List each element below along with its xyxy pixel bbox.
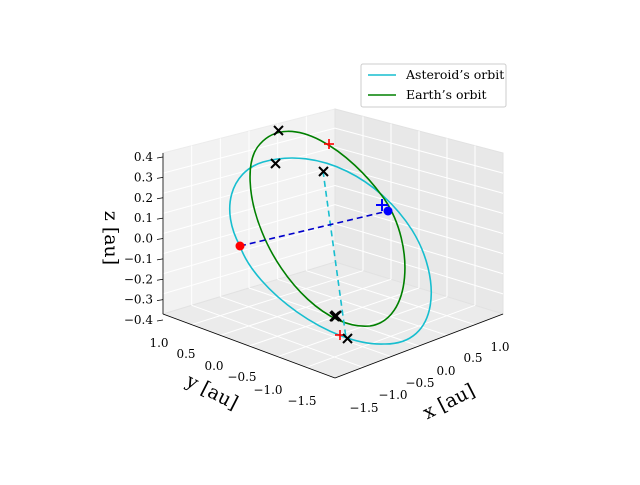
y-tick-label: −0.5 [227,370,256,384]
cross-marker-3 [318,166,329,177]
legend: Asteroid’s orbit Earth’s orbit [360,63,507,108]
z-tick-label: 0.1 [134,211,153,225]
cross-marker-6 [342,333,353,344]
line-of-nodes [322,170,347,339]
z-tick-label: −0.2 [124,272,153,286]
legend-label-asteroid: Asteroid’s orbit [405,67,504,82]
x-tick-label: −1.0 [378,388,407,402]
x-tick-label: −0.5 [405,376,434,390]
z-tick-label: 0.0 [134,232,153,246]
z-tick-labels: −0.4 −0.3 −0.2 −0.1 0.0 0.1 0.2 0.3 0.4 [124,150,164,327]
z-tick-label: −0.4 [124,313,154,327]
x-tick-label: 1.0 [490,340,509,354]
blue-plus-marker [376,199,388,211]
x-tick-labels: −1.5−1.0−0.50.0 0.5 1.0 [349,340,509,415]
z-tick-label: −0.3 [124,293,153,307]
y-tick-label: 0.0 [204,359,223,373]
x-tick-label: 0.5 [463,351,482,365]
y-tick-label: 1.0 [149,336,168,350]
cross-marker-5 [329,311,340,322]
z-tick-label: 0.3 [134,170,153,184]
legend-box [360,63,507,108]
cross-marker-1 [273,125,284,136]
z-tick-label: −0.1 [124,252,153,266]
cross-marker-2 [270,158,281,169]
z-tick-label: 0.2 [134,191,153,205]
z-axis-label: z [au] [100,211,122,265]
asteroid-orbit-line [228,157,433,345]
red-plus-marker-top [324,139,334,149]
y-tick-labels: −1.5 −1.0−0.5 0.0 0.5 1.0 [149,336,316,408]
earth-orbit-line [249,130,406,327]
y-tick-label: −1.5 [287,394,316,408]
blue-position-marker [383,206,393,216]
z-tick-label: 0.4 [134,150,153,164]
y-tick-label: 0.5 [176,347,195,361]
y-tick-label: −1.0 [253,383,282,397]
position-link-line [239,210,389,247]
x-tick-label: 0.0 [436,364,455,378]
axis-lines [162,153,504,379]
legend-label-earth: Earth’s orbit [406,87,487,102]
x-tick-label: −1.5 [349,401,378,415]
red-position-marker [235,241,245,251]
